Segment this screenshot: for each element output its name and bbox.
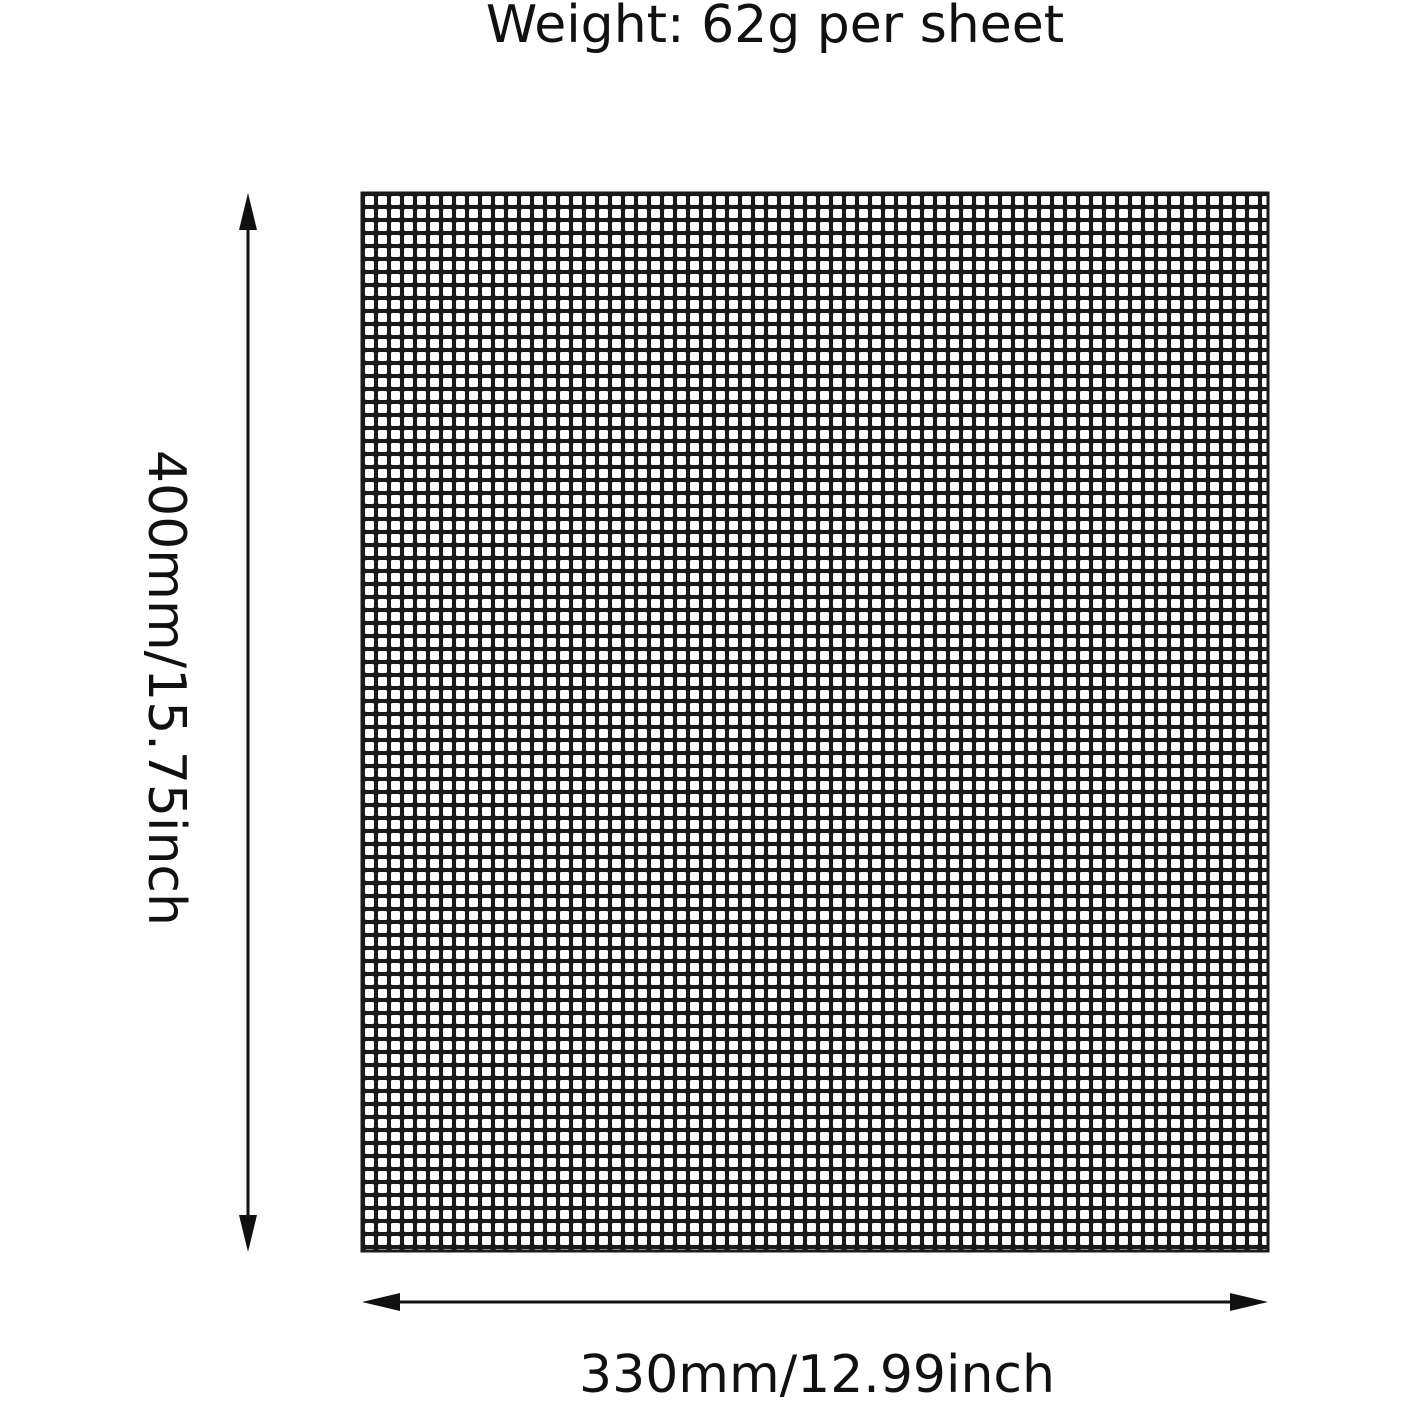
- height-label: 400mm/15.75inch: [136, 450, 196, 926]
- width-label: 330mm/12.99inch: [579, 1345, 1055, 1405]
- height-arrow: [239, 193, 257, 1252]
- title: Weight: 62g per sheet: [486, 0, 1064, 55]
- mesh-sheet: [360, 191, 1270, 1253]
- width-arrow: [362, 1293, 1268, 1311]
